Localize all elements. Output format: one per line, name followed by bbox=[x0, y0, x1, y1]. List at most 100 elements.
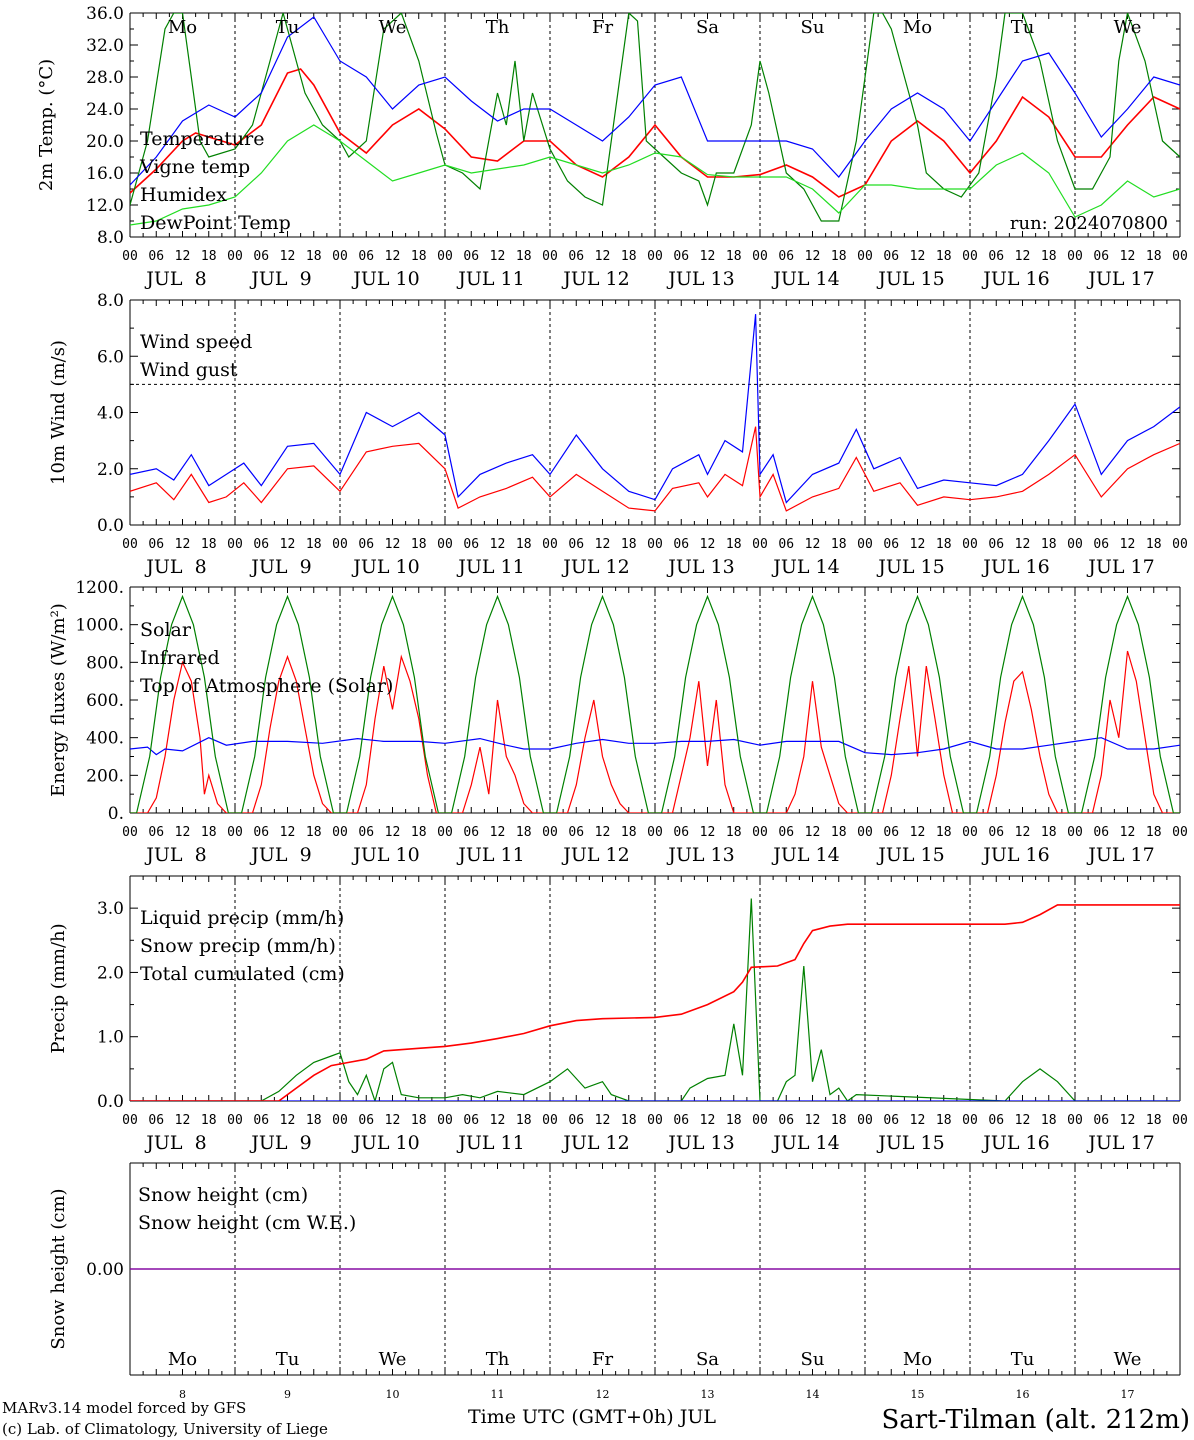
hour-label: 00 bbox=[962, 537, 978, 552]
series-line-top-of-atmosphere-solar- bbox=[130, 594, 1180, 813]
credit-line-2: (c) Lab. of Climatology, University of L… bbox=[2, 1420, 328, 1438]
legend-entry: DewPoint Temp bbox=[140, 212, 291, 234]
hour-label: 18 bbox=[621, 1113, 637, 1128]
hour-label: 00 bbox=[647, 825, 663, 840]
hour-label: 06 bbox=[568, 537, 584, 552]
hour-label: 18 bbox=[516, 1113, 532, 1128]
hour-label: 00 bbox=[962, 1113, 978, 1128]
hour-label: 18 bbox=[1041, 537, 1057, 552]
day-of-week-label: Mo bbox=[168, 1349, 197, 1370]
panel-0: 8.0 12.0 16.0 20.0 24.0 28.0 32.0 36.0 2m Temp. … bbox=[36, 4, 1188, 290]
y-tick-label: 1000. bbox=[75, 616, 124, 636]
day-of-week-label: Fr bbox=[592, 17, 613, 38]
date-label: JUL 11 bbox=[456, 556, 524, 578]
hour-label: 18 bbox=[726, 537, 742, 552]
series-line-vigne-temp bbox=[130, 13, 1180, 222]
hour-label: 18 bbox=[621, 249, 637, 264]
day-of-week-label: Fr bbox=[592, 1349, 613, 1370]
hour-label: 06 bbox=[883, 537, 899, 552]
date-label: JUL 17 bbox=[1086, 1132, 1154, 1154]
y-axis-label: 2m Temp. (°C) bbox=[36, 59, 57, 191]
y-tick-label: 24.0 bbox=[86, 100, 124, 120]
hour-label: 12 bbox=[805, 825, 821, 840]
y-tick-label: 1200. bbox=[75, 578, 124, 598]
series-line-liquid-precip-mm-h- bbox=[130, 898, 1180, 1101]
day-number-label: 12 bbox=[596, 1388, 610, 1401]
date-label: JUL 10 bbox=[351, 268, 419, 290]
hour-label: 18 bbox=[516, 249, 532, 264]
hour-label: 12 bbox=[490, 825, 506, 840]
date-label: JUL 8 bbox=[144, 1132, 206, 1154]
date-label: JUL 14 bbox=[771, 1132, 839, 1154]
date-label: JUL 8 bbox=[144, 844, 206, 866]
y-axis-label: 10m Wind (m/s) bbox=[48, 340, 69, 485]
hour-label: 06 bbox=[1093, 537, 1109, 552]
date-label: JUL 14 bbox=[771, 844, 839, 866]
hour-label: 00 bbox=[647, 249, 663, 264]
hour-label: 12 bbox=[1120, 537, 1136, 552]
hour-label: 12 bbox=[280, 825, 296, 840]
hour-label: 18 bbox=[411, 1113, 427, 1128]
hour-label: 00 bbox=[542, 825, 558, 840]
date-label: JUL 10 bbox=[351, 844, 419, 866]
date-label: JUL 11 bbox=[456, 268, 524, 290]
hour-label: 06 bbox=[778, 825, 794, 840]
hour-label: 00 bbox=[962, 249, 978, 264]
hour-label: 00 bbox=[332, 825, 348, 840]
date-label: JUL 14 bbox=[771, 556, 839, 578]
day-of-week-label: Su bbox=[801, 17, 825, 38]
hour-label: 12 bbox=[385, 249, 401, 264]
legend-entry: Top of Atmosphere (Solar) bbox=[140, 675, 393, 697]
hour-label: 06 bbox=[673, 249, 689, 264]
hour-label: 12 bbox=[1120, 249, 1136, 264]
y-tick-label: 0.00 bbox=[86, 1260, 124, 1280]
legend-entry: Infrared bbox=[140, 647, 220, 669]
hour-label: 06 bbox=[673, 1113, 689, 1128]
hour-label: 18 bbox=[831, 249, 847, 264]
day-of-week-label: Sa bbox=[696, 17, 719, 38]
hour-label: 12 bbox=[175, 1113, 191, 1128]
day-number-label: 17 bbox=[1121, 1388, 1135, 1401]
hour-label: 06 bbox=[883, 249, 899, 264]
hour-label: 06 bbox=[988, 825, 1004, 840]
hour-label: 06 bbox=[358, 1113, 374, 1128]
y-tick-label: 16.0 bbox=[86, 164, 124, 184]
hour-label: 12 bbox=[1120, 1113, 1136, 1128]
legend-entry: Solar bbox=[140, 619, 192, 641]
hour-label: 18 bbox=[831, 1113, 847, 1128]
hour-label: 18 bbox=[1146, 825, 1162, 840]
hour-label: 18 bbox=[1041, 249, 1057, 264]
hour-label: 06 bbox=[778, 537, 794, 552]
hour-label: 00 bbox=[752, 825, 768, 840]
hour-label: 18 bbox=[1146, 1113, 1162, 1128]
y-tick-label: 32.0 bbox=[86, 36, 124, 56]
hour-label: 06 bbox=[673, 825, 689, 840]
y-tick-label: 200. bbox=[86, 766, 124, 786]
date-label: JUL 11 bbox=[456, 1132, 524, 1154]
date-label: JUL 9 bbox=[249, 844, 311, 866]
hour-label: 06 bbox=[1093, 249, 1109, 264]
hour-label: 00 bbox=[437, 825, 453, 840]
hour-label: 06 bbox=[463, 825, 479, 840]
date-label: JUL 13 bbox=[666, 1132, 734, 1154]
hour-label: 12 bbox=[595, 825, 611, 840]
hour-label: 18 bbox=[831, 825, 847, 840]
hour-label: 00 bbox=[437, 1113, 453, 1128]
hour-label: 12 bbox=[700, 825, 716, 840]
day-of-week-label: Mo bbox=[168, 17, 197, 38]
hour-label: 18 bbox=[936, 249, 952, 264]
hour-label: 12 bbox=[700, 249, 716, 264]
date-label: JUL 15 bbox=[876, 1132, 944, 1154]
hour-label: 18 bbox=[1146, 249, 1162, 264]
hour-label: 12 bbox=[280, 249, 296, 264]
hour-label: 18 bbox=[1041, 1113, 1057, 1128]
hour-label: 12 bbox=[595, 1113, 611, 1128]
legend-entry: Wind speed bbox=[140, 331, 252, 353]
hour-label: 12 bbox=[385, 537, 401, 552]
date-label: JUL 13 bbox=[666, 844, 734, 866]
series-group bbox=[130, 594, 1180, 813]
panel-2: 0. 200. 400. 600. 800. 1000. 1200. Energy fluxe… bbox=[48, 578, 1188, 866]
hour-label: 06 bbox=[148, 825, 164, 840]
day-of-week-label: Th bbox=[486, 17, 510, 38]
hour-label: 00 bbox=[1172, 537, 1188, 552]
